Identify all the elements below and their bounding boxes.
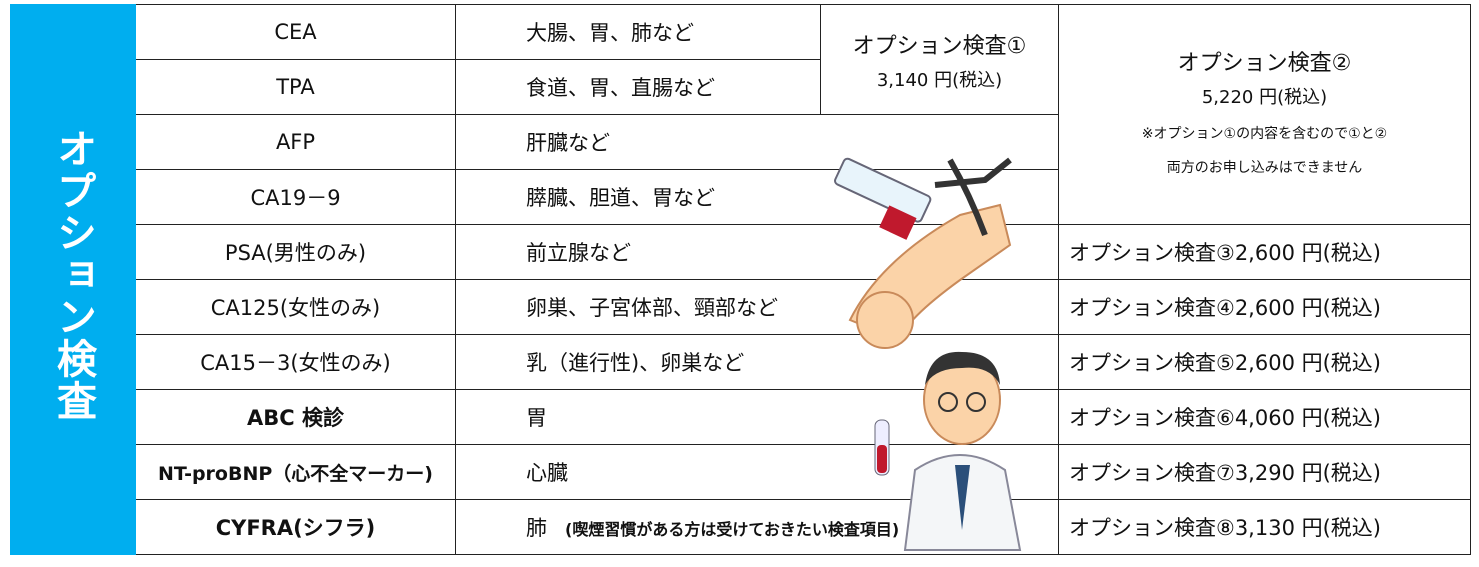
marker: CYFRA(シフラ)	[135, 499, 456, 555]
organ: 乳（進行性)、卵巣など	[455, 334, 1059, 390]
price: オプション検査④2,600 円(税込)	[1058, 279, 1471, 335]
price: オプション検査⑦3,290 円(税込)	[1058, 444, 1471, 500]
organ-text: 肺	[526, 516, 547, 540]
organ: 前立腺など	[455, 224, 1059, 280]
organ: 大腸、胃、肺など	[455, 4, 821, 60]
marker: CA125(女性のみ)	[135, 279, 456, 335]
marker: ABC 検診	[135, 389, 456, 445]
marker: CA19－9	[135, 169, 456, 225]
price: オプション検査⑧3,130 円(税込)	[1058, 499, 1471, 555]
marker: CEA	[135, 4, 456, 60]
organ: 膵臓、胆道、胃など	[455, 169, 1059, 225]
option2-note: 両方のお申し込みはできません	[1166, 159, 1363, 176]
organ: 肺 (喫煙習慣がある方は受けておきたい検査項目)	[455, 499, 1059, 555]
option2-title: オプション検査②	[1177, 50, 1352, 76]
organ-note: (喫煙習慣がある方は受けておきたい検査項目)	[565, 520, 900, 539]
side-cell: オプション検査	[10, 4, 136, 555]
marker: CA15－3(女性のみ)	[135, 334, 456, 390]
option1-cell: オプション検査① 3,140 円(税込)	[820, 4, 1059, 115]
marker: AFP	[135, 114, 456, 170]
option1-price: 3,140 円(税込)	[876, 69, 1003, 91]
option2-cell: オプション検査② 5,220 円(税込) ※オプション①の内容を含むので①と② 両方の…	[1058, 4, 1471, 225]
option2-price: 5,220 円(税込)	[1201, 86, 1328, 108]
marker: TPA	[135, 59, 456, 115]
organ: 肝臓など	[455, 114, 1059, 170]
price: オプション検査⑥4,060 円(税込)	[1058, 389, 1471, 445]
organ: 食道、胃、直腸など	[455, 59, 821, 115]
price: オプション検査⑤2,600 円(税込)	[1058, 334, 1471, 390]
option1-title: オプション検査①	[852, 33, 1027, 59]
side-label: オプション検査	[50, 127, 96, 422]
marker: PSA(男性のみ)	[135, 224, 456, 280]
option-table: オプション検査 CEA 大腸、胃、肺など オプション検査① 3,140 円(税込)…	[10, 4, 1471, 555]
option2-note: ※オプション①の内容を含むので①と②	[1141, 125, 1388, 142]
marker: NT-proBNP（心不全マーカー)	[135, 444, 456, 500]
price: オプション検査③2,600 円(税込)	[1058, 224, 1471, 280]
organ: 卵巣、子宮体部、頸部など	[455, 279, 1059, 335]
organ: 心臓	[455, 444, 1059, 500]
organ: 胃	[455, 389, 1059, 445]
